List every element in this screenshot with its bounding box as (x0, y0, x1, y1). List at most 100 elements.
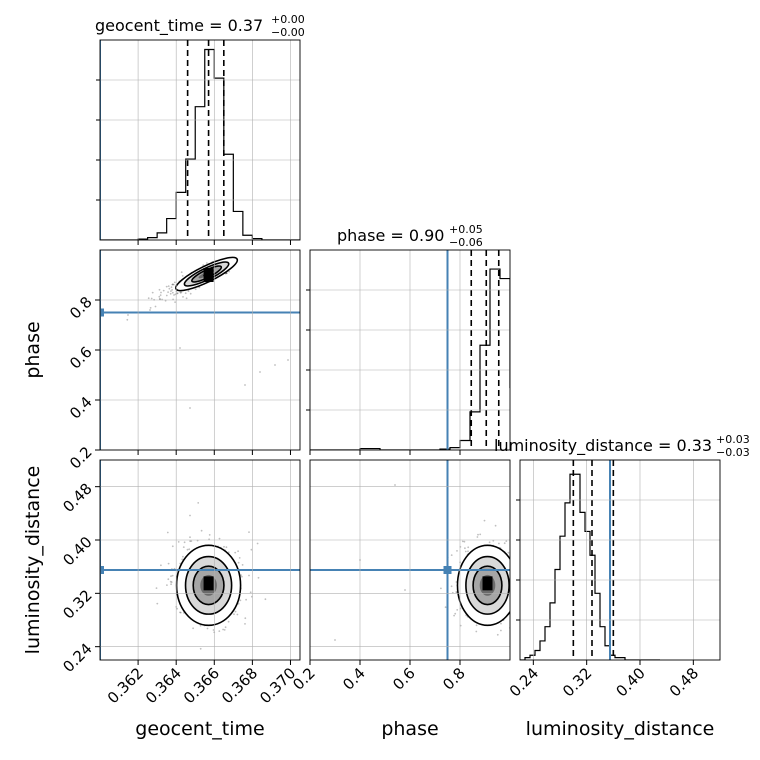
geocent_time-vs-phase-outlier-5 (287, 359, 289, 361)
phase-vs-luminosity_distance-sample (514, 554, 516, 556)
geocent_time-vs-phase-sample (158, 295, 161, 298)
phase-vs-luminosity_distance-sample (498, 542, 500, 545)
geocent_time-vs-phase-sample (147, 297, 150, 300)
geocent_time-vs-luminosity_distance-sample (218, 537, 221, 540)
geocent_time-vs-luminosity_distance-peak (203, 576, 214, 591)
phase-vs-luminosity_distance-sample (475, 630, 478, 633)
phase-vs-luminosity_distance-sample (464, 550, 467, 553)
geocent_time-vs-phase-outlier-0 (179, 347, 181, 349)
phase-vs-luminosity_distance-sample (512, 575, 514, 577)
ylabel-luminosity-distance: luminosity_distance (22, 466, 44, 655)
geocent_time-vs-luminosity_distance-sample (170, 581, 173, 583)
phase-vs-luminosity_distance-sample (453, 614, 455, 617)
phase-vs-luminosity_distance-sample (461, 540, 464, 543)
geocent_time-vs-phase-sample (182, 296, 184, 298)
geocent_time-xtick-label-3: 0.368 (218, 664, 261, 707)
phase-vs-luminosity_distance-sample (456, 550, 458, 552)
phase-vs-luminosity_distance-sample (514, 583, 516, 585)
geocent_time-vs-luminosity_distance-sample (179, 611, 182, 614)
geocent_time-vs-luminosity_distance-sample (186, 548, 189, 551)
geocent_time-vs-luminosity_distance-sample (181, 558, 184, 561)
geocent_time-vs-phase-sample (179, 292, 182, 294)
title-phase: phase = 0.90 (337, 226, 444, 245)
geocent_time-vs-phase-sample (151, 291, 154, 294)
geocent_time-vs-phase-sample (180, 271, 183, 274)
phase-vs-luminosity_distance-sample (455, 590, 458, 593)
xlabel-luminosity-distance: luminosity_distance (526, 718, 715, 740)
geocent_time-vs-phase-sample (173, 281, 176, 284)
geocent_time-vs-luminosity_distance-sample (233, 613, 235, 616)
geocent_time-vs-luminosity_distance-sample (167, 578, 170, 581)
title-phase-upper: +0.05 (449, 223, 483, 236)
geocent_time-vs-phase-sample (167, 291, 170, 293)
phase-xtick-label-1: 0.4 (339, 664, 369, 694)
geocent_time-vs-phase-sample (168, 287, 171, 290)
phase-vs-luminosity_distance-sample (483, 519, 486, 522)
geocent_time-vs-phase-sample (170, 286, 173, 289)
geocent_time-vs-luminosity_distance-sample (200, 529, 203, 532)
geocent_time-vs-phase-outlier-1 (189, 407, 191, 409)
phase-vs-luminosity_distance-sample (521, 569, 523, 571)
geocent_time-hist-frame (99, 39, 301, 241)
phase-vs-luminosity_distance-sample (440, 587, 442, 590)
geocent_time-vs-luminosity_distance-sample (189, 514, 191, 517)
phase-vs-luminosity_distance-sample (488, 541, 491, 544)
geocent_time-vs-luminosity_distance-sample (182, 555, 184, 558)
geocent_time-vs-luminosity_distance-sample (197, 502, 200, 504)
geocent_time-vs-luminosity_distance-sample (199, 647, 202, 650)
geocent_time-vs-phase-sample (158, 298, 161, 300)
geocent_time-vs-phase-sample (171, 283, 174, 286)
title-geocent-time: geocent_time = 0.37 (95, 16, 263, 36)
phase-vs-luminosity_distance-sample (475, 624, 478, 627)
phase-vs-luminosity_distance-sample (514, 581, 516, 583)
luminosity_distance-hist-group (520, 460, 660, 660)
phase-vs-luminosity_distance-sample (521, 562, 523, 564)
phase-xtick-label-3: 0.8 (439, 664, 469, 694)
geocent_time-vs-luminosity_distance-sample (223, 545, 225, 548)
geocent_time-vs-luminosity_distance-frame (99, 459, 301, 661)
luminosity_distance-ytick-label-3: 0.48 (59, 480, 95, 516)
phase-vs-luminosity_distance-sample (512, 589, 514, 591)
geocent_time-vs-luminosity_distance-sample (212, 629, 215, 631)
luminosity_distance-xtick-label-1: 0.32 (559, 664, 595, 700)
geocent_time-vs-luminosity_distance-sample (234, 551, 237, 554)
geocent_time-vs-phase-sample (185, 297, 188, 300)
phase-vs-luminosity_distance-sample (517, 568, 519, 570)
title-luminosity-distance-lower: −0.03 (716, 446, 750, 459)
phase-vs-luminosity_distance-sample (467, 546, 470, 549)
phase-vs-luminosity_distance-sample (515, 573, 517, 575)
geocent_time-vs-phase-sample (160, 291, 162, 294)
phase-vs-luminosity_distance-sample (510, 542, 512, 544)
geocent_time-vs-phase-sample (149, 307, 152, 309)
geocent_time-vs-phase-sample (150, 297, 153, 300)
geocent_time-vs-phase-outlier-2 (244, 384, 246, 386)
phase-vs-luminosity_distance-sample (515, 567, 517, 569)
geocent_time-vs-phase-sample (198, 286, 201, 289)
geocent_time-vs-phase-sample (171, 291, 174, 294)
geocent_time-vs-luminosity_distance-truth-marker (100, 566, 104, 574)
geocent_time-vs-luminosity_distance-sample (171, 574, 174, 577)
geocent_time-vs-phase-sample (158, 288, 161, 291)
geocent_time-vs-luminosity_distance-sample (248, 531, 250, 533)
geocent_time-vs-luminosity_distance-sample (170, 575, 172, 578)
geocent_time-vs-phase-sample (181, 275, 184, 277)
phase-ytick-label-2: 0.6 (66, 343, 96, 373)
phase-vs-luminosity_distance-sample (511, 561, 513, 563)
title-luminosity-distance: luminosity_distance = 0.33 (494, 436, 712, 456)
phase-xtick-label-0: 0.2 (289, 664, 319, 694)
geocent_time-vs-luminosity_distance-sample (199, 624, 202, 627)
phase-vs-luminosity_distance-sample (512, 605, 514, 607)
geocent_time-vs-luminosity_distance-sample (248, 574, 250, 577)
geocent_time-vs-phase-sample (180, 291, 183, 293)
geocent_time-vs-phase-sample (126, 318, 129, 321)
phase-xtick-label-2: 0.6 (389, 664, 419, 694)
geocent_time-vs-luminosity_distance-sample (244, 623, 246, 625)
phase-vs-luminosity_distance-panel (310, 460, 523, 660)
phase-vs-luminosity_distance-sample (500, 622, 502, 625)
phase-vs-luminosity_distance-sample (510, 600, 512, 602)
geocent_time-vs-luminosity_distance-sample (179, 611, 181, 614)
phase-vs-luminosity_distance-sample (496, 633, 499, 636)
geocent_time-vs-luminosity_distance-sample (264, 598, 267, 601)
geocent_time-vs-luminosity_distance-sample (238, 557, 241, 559)
geocent_time-vs-luminosity_distance-sample (206, 627, 209, 630)
